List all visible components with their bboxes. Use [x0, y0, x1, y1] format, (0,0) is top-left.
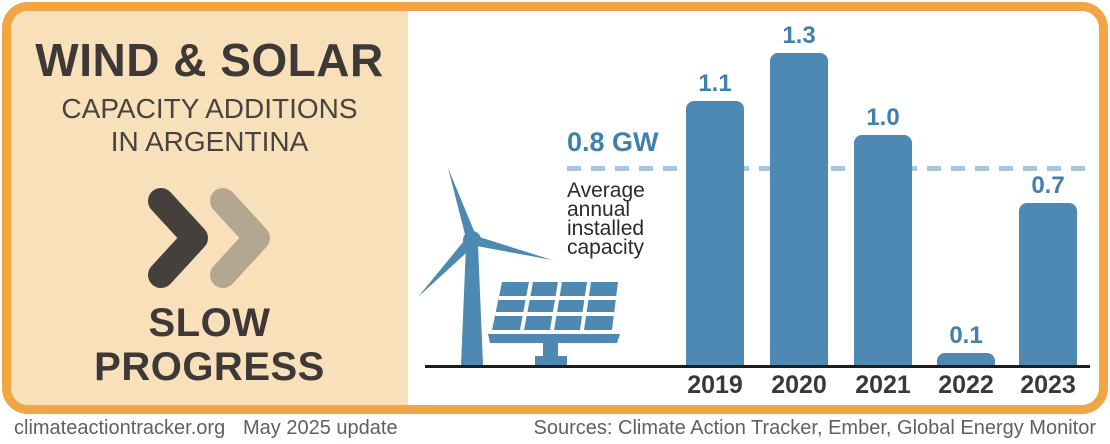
page-title: WIND & SOLAR — [35, 34, 384, 86]
average-caption-line-1: Average — [567, 179, 645, 202]
bar-value-label-2022: 0.1 — [949, 322, 983, 349]
subtitle-line-1: CAPACITY ADDITIONS — [61, 93, 358, 124]
wind-turbine-icon — [418, 168, 552, 365]
bar-value-label-2021: 1.0 — [866, 104, 900, 131]
bar-2022 — [937, 353, 995, 365]
bar-value-label-2023: 0.7 — [1031, 172, 1065, 199]
double-chevron-icon — [148, 188, 270, 288]
average-line — [567, 166, 1090, 171]
x-tick-label-2020: 2020 — [771, 371, 827, 399]
average-caption-line-3: installed — [567, 217, 645, 240]
page-subtitle: CAPACITY ADDITIONS IN ARGENTINA — [11, 92, 408, 158]
tagline-line-1: SLOW — [148, 301, 271, 345]
chevron-light-icon — [210, 188, 270, 288]
chevron-dark-icon — [148, 188, 208, 288]
bar-2023 — [1019, 203, 1077, 365]
x-tick-label-2021: 2021 — [855, 371, 911, 399]
bar-2020 — [770, 53, 828, 365]
tagline-line-2: PROGRESS — [94, 345, 325, 389]
average-caption: Average annual installed capacity — [567, 179, 645, 259]
x-axis-line — [425, 365, 1090, 368]
footer-site-url: climateactiontracker.org — [14, 417, 226, 439]
average-caption-line-2: annual — [567, 198, 631, 221]
average-value-label: 0.8 GW — [567, 127, 659, 157]
wind-solar-illustration — [418, 168, 620, 365]
bar-2021 — [854, 135, 912, 365]
x-tick-label-2023: 2023 — [1020, 371, 1076, 399]
footer-update-date: May 2025 update — [243, 417, 398, 439]
bar-value-label-2020: 1.3 — [782, 22, 816, 49]
infographic-card: WIND & SOLAR CAPACITY ADDITIONS IN ARGEN… — [2, 2, 1108, 414]
subtitle-line-2: IN ARGENTINA — [110, 126, 309, 157]
bar-value-label-2019: 1.1 — [698, 70, 732, 97]
footer: climateactiontracker.org May 2025 update… — [0, 417, 1110, 444]
x-tick-label-2019: 2019 — [687, 371, 743, 399]
tagline: SLOW PROGRESS — [11, 301, 408, 389]
solar-panel-icon — [488, 281, 620, 365]
footer-sources: Sources: Climate Action Tracker, Ember, … — [533, 417, 1096, 439]
left-panel: WIND & SOLAR CAPACITY ADDITIONS IN ARGEN… — [11, 11, 408, 405]
x-tick-label-2022: 2022 — [938, 371, 994, 399]
bar-2019 — [686, 101, 744, 365]
average-caption-line-4: capacity — [567, 236, 645, 259]
